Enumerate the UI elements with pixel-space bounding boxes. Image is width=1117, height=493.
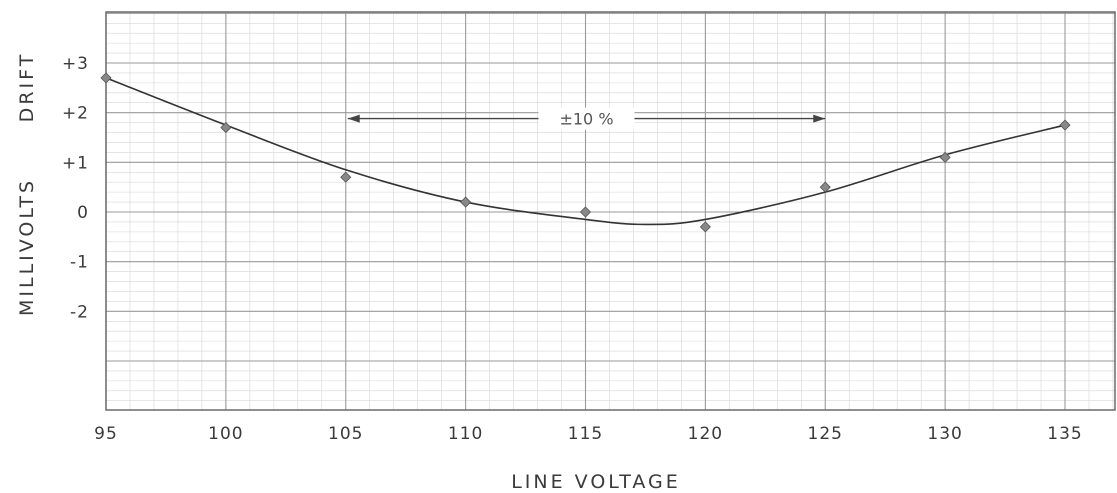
y-tick-label: 0 bbox=[77, 203, 89, 223]
major-grid bbox=[105, 12, 1115, 410]
annotation-left-arrowhead bbox=[347, 114, 360, 123]
y-tick-label: -2 bbox=[70, 302, 89, 322]
minor-grid bbox=[106, 12, 1115, 410]
data-point bbox=[819, 181, 831, 193]
range-annotation: ±10 % bbox=[347, 107, 826, 130]
x-tick-label: 105 bbox=[328, 424, 363, 444]
x-tick-labels: 95 100 105 110 115 120 125 130 135 bbox=[94, 424, 1082, 444]
x-tick-label: 115 bbox=[568, 424, 603, 444]
data-point bbox=[579, 206, 592, 218]
y-tick-label: -1 bbox=[70, 253, 89, 273]
x-tick-label: 120 bbox=[688, 424, 723, 444]
data-point bbox=[220, 122, 232, 134]
data-markers bbox=[100, 72, 1071, 233]
x-tick-label: 110 bbox=[448, 424, 483, 444]
data-point bbox=[340, 171, 352, 183]
data-point bbox=[939, 151, 951, 163]
x-tick-label: 130 bbox=[927, 424, 962, 444]
y-tick-label: +3 bbox=[62, 54, 89, 74]
data-point bbox=[100, 72, 112, 84]
data-point bbox=[1059, 119, 1071, 131]
data-point bbox=[699, 221, 711, 233]
x-axis-title: LINE VOLTAGE bbox=[511, 471, 681, 493]
annotation-right-arrowhead bbox=[813, 114, 826, 123]
x-tick-label: 95 bbox=[94, 424, 118, 444]
x-tick-label: 135 bbox=[1047, 424, 1082, 444]
annotation-label: ±10 % bbox=[559, 110, 613, 129]
annotation-label-background bbox=[538, 107, 635, 130]
x-tick-label: 100 bbox=[208, 424, 243, 444]
y-axis-title-drift: DRIFT bbox=[16, 52, 38, 123]
drift-curve bbox=[105, 77, 1066, 226]
y-tick-label: +2 bbox=[62, 104, 89, 124]
y-axis-title-millivolts: MILLIVOLTS bbox=[16, 178, 38, 316]
y-tick-label: +1 bbox=[62, 153, 89, 173]
y-tick-labels: +3 +2 +1 0 -1 -2 bbox=[62, 54, 89, 322]
data-point bbox=[460, 196, 472, 208]
x-tick-label: 125 bbox=[808, 424, 843, 444]
plot-frame bbox=[105, 11, 1116, 411]
